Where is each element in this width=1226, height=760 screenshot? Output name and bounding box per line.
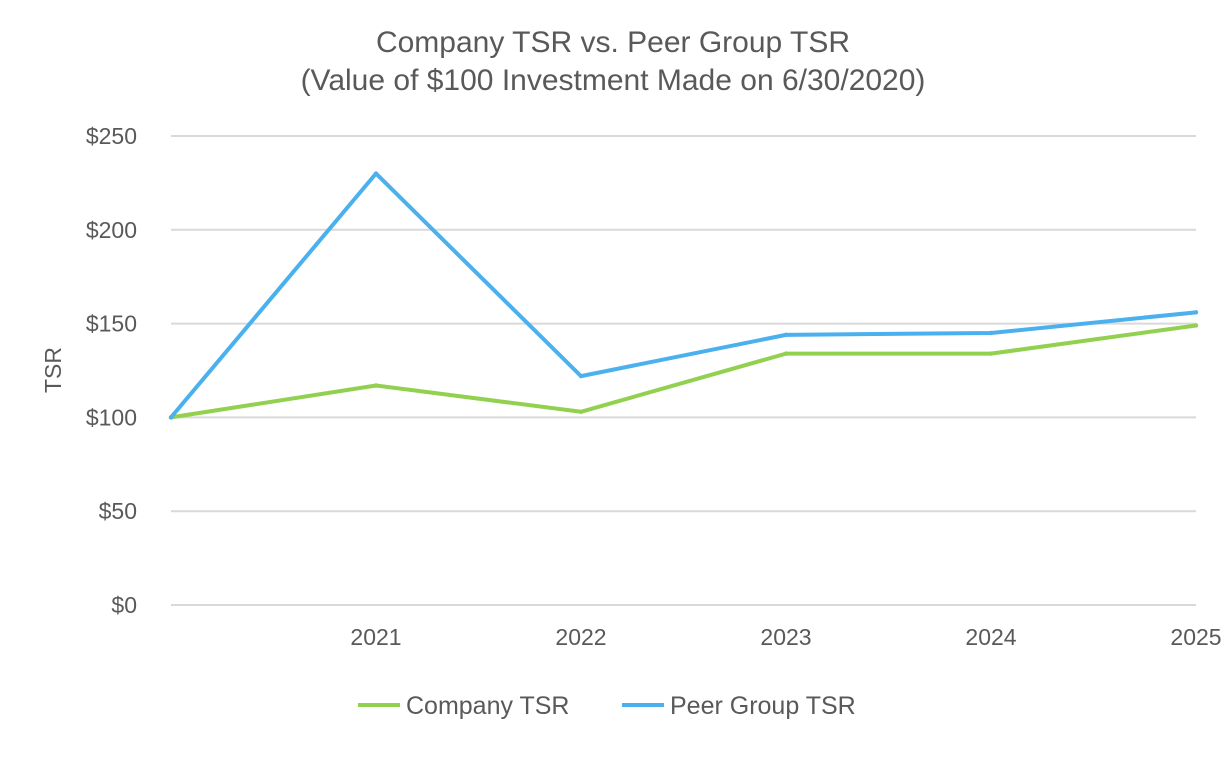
data-point [988,351,994,356]
x-tick-label: 2024 [965,624,1016,650]
x-tick-label: 2022 [555,624,606,650]
data-point [1193,310,1199,315]
y-axis-ticks: $0 $50 $100 $150 $200 $250 [86,123,137,618]
legend-label: Company TSR [406,692,570,720]
data-point [578,409,584,414]
data-point [578,373,584,379]
y-tick-label: $150 [86,311,137,337]
x-tick-label: 2025 [1170,624,1221,650]
gridlines [171,135,1196,606]
series-lines [168,171,1199,420]
series-line-company-tsr [169,323,1198,420]
data-point [373,383,379,388]
data-point [988,330,994,336]
x-tick-label: 2023 [760,624,811,650]
data-point [373,171,379,176]
y-tick-label: $100 [86,404,137,430]
legend-label: Peer Group TSR [670,692,856,720]
legend: Company TSR Peer Group TSR [358,692,856,720]
x-tick-label: 2021 [350,624,401,650]
x-axis-ticks: 2021 2022 2023 2024 2025 [350,624,1221,650]
chart-title: Company TSR vs. Peer Group TSR [375,26,851,59]
data-point [168,415,174,420]
data-point [783,351,789,356]
chart-subtitle: (Value of $100 Investment Made on 6/30/2… [300,64,926,97]
y-tick-label: $0 [111,592,137,618]
data-point [783,332,789,338]
series-line-peer-group-tsr [169,171,1198,420]
y-tick-label: $50 [99,498,137,524]
data-point [1193,323,1199,328]
y-tick-label: $250 [86,123,137,149]
y-tick-label: $200 [86,217,137,243]
y-axis-label: TSR [40,347,66,393]
